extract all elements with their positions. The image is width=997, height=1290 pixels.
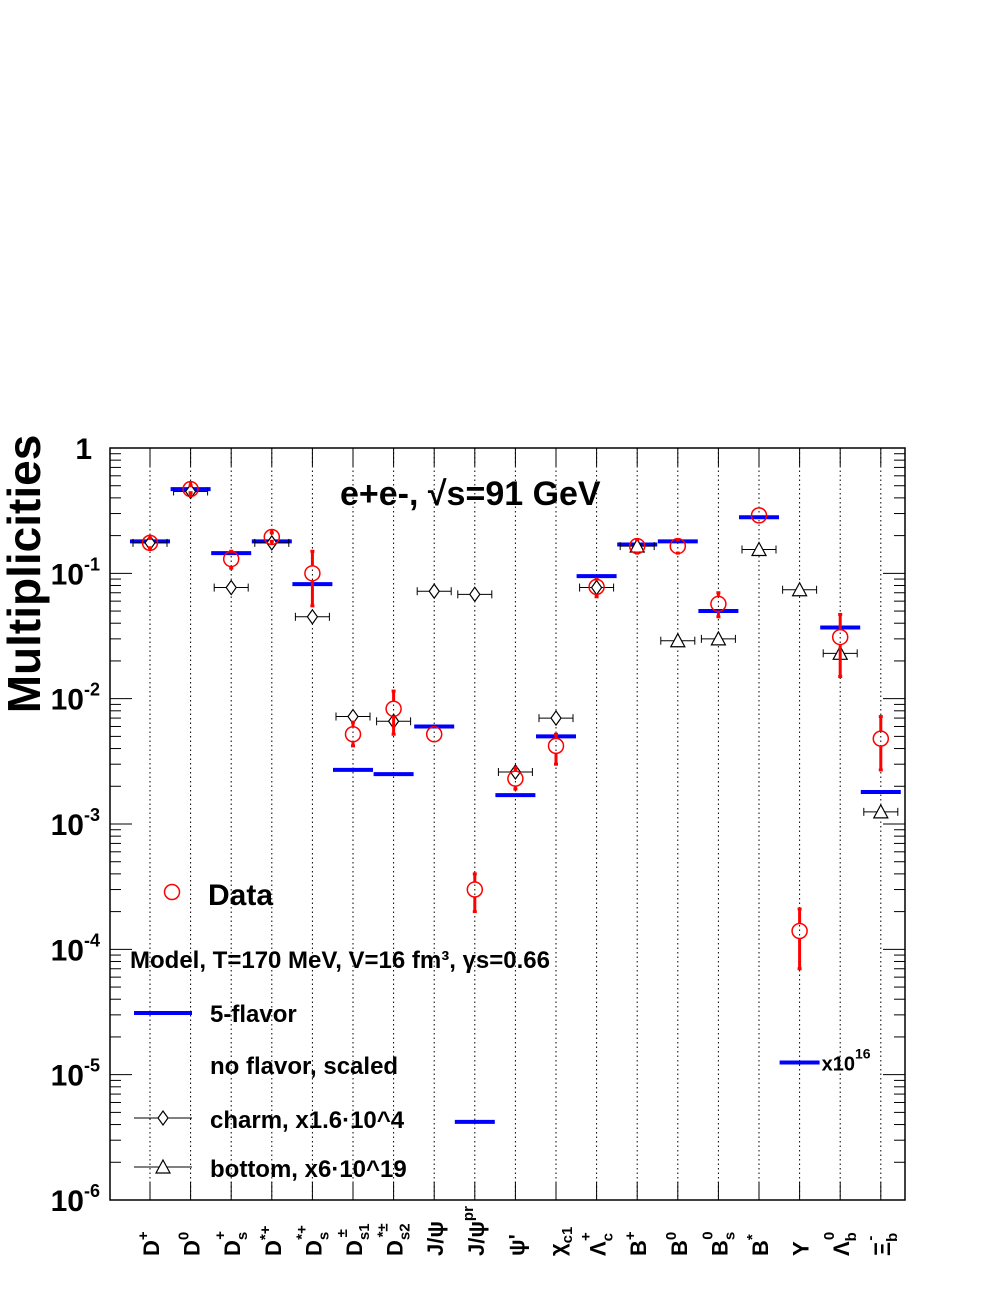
data-point bbox=[425, 726, 443, 743]
x-label-text: Ds2*± bbox=[375, 1223, 414, 1256]
data-point bbox=[669, 537, 687, 555]
y-tick-label: 10-5 bbox=[51, 1056, 100, 1093]
x-label-text: B0 bbox=[663, 1232, 692, 1256]
data-point bbox=[141, 534, 159, 552]
y-axis-title: Multiplicities bbox=[0, 435, 50, 714]
x-tick-label: Bs0 bbox=[699, 1231, 738, 1256]
plot-frame bbox=[109, 447, 906, 1201]
y-tick-label: 10-4 bbox=[51, 930, 100, 967]
x-tick-label: B+ bbox=[622, 1231, 651, 1256]
x-tick-label: Ds1± bbox=[334, 1223, 373, 1256]
x-label-text: Ds*+ bbox=[293, 1225, 332, 1256]
legend-charm-label: charm, x1.6·10^4 bbox=[210, 1107, 405, 1134]
x-label-text: D+ bbox=[135, 1231, 164, 1256]
charm-point bbox=[590, 579, 603, 596]
x-label-text: χc1 bbox=[545, 1227, 576, 1256]
data-point bbox=[222, 550, 240, 568]
x-label-text: D0 bbox=[176, 1232, 205, 1256]
data-point bbox=[588, 578, 605, 596]
y-tick-label: 10-2 bbox=[51, 680, 100, 717]
x-tick-label: Λb0 bbox=[821, 1232, 860, 1256]
x-tick-label: D*+ bbox=[257, 1225, 286, 1256]
data-point bbox=[385, 700, 402, 718]
data-point bbox=[507, 770, 524, 787]
x-tick-label: Ds2*± bbox=[375, 1223, 414, 1256]
legend-charm-marker bbox=[157, 1109, 169, 1127]
bottom-point bbox=[750, 541, 768, 557]
legend-no-flavor-label: no flavor, scaled bbox=[210, 1053, 398, 1080]
y-axis: 1 10-1 10-2 10-3 10-4 10-5 10-6 bbox=[51, 433, 905, 1218]
bottom-point bbox=[872, 803, 889, 819]
legend: Data Model, T=170 MeV, V=16 fm³, γs=0.66 5… bbox=[130, 879, 550, 1183]
data-point bbox=[344, 726, 362, 743]
charm-point bbox=[509, 763, 522, 781]
y-tick-label: 10-1 bbox=[51, 554, 100, 591]
x-label-text: B+ bbox=[622, 1231, 651, 1256]
x-tick-label: Ξb- bbox=[862, 1233, 901, 1256]
data-point bbox=[263, 528, 281, 546]
x-tick-label: Υ bbox=[789, 1241, 814, 1256]
plot-border bbox=[109, 447, 906, 1201]
y-tick-label: 10-3 bbox=[51, 805, 100, 842]
x-label-text: Ξb- bbox=[862, 1233, 901, 1256]
charm-point bbox=[428, 583, 440, 600]
x-label-text: Bs0 bbox=[699, 1231, 738, 1256]
x-label-text: Υ bbox=[789, 1241, 814, 1256]
data-marks: x1016 bbox=[130, 480, 901, 1124]
x-tick-label: Ds+ bbox=[212, 1231, 251, 1256]
legend-data-label: Data bbox=[208, 879, 273, 912]
x-label-text: B* bbox=[744, 1234, 773, 1256]
x-label-text: Ds+ bbox=[212, 1231, 251, 1256]
x-label-text: D*+ bbox=[257, 1225, 286, 1256]
y-tick-label: 10-6 bbox=[51, 1181, 100, 1218]
legend-bottom-marker bbox=[154, 1158, 172, 1174]
x-tick-label: B* bbox=[744, 1234, 773, 1256]
bottom-point bbox=[791, 581, 808, 597]
x-tick-label: Ds*+ bbox=[293, 1225, 332, 1256]
energy-annotation: e+e-, √s=91 GeV bbox=[340, 475, 601, 513]
x-tick-label: B0 bbox=[663, 1232, 692, 1256]
bottom-point bbox=[710, 630, 727, 646]
x-tick-label: Λc+ bbox=[578, 1232, 617, 1256]
x-tick-label: ψ' bbox=[504, 1234, 529, 1256]
y-tick-label: 1 bbox=[75, 433, 92, 466]
x-tick-label: D0 bbox=[176, 1232, 205, 1256]
data-point bbox=[628, 537, 646, 555]
data-point bbox=[466, 881, 484, 898]
x-label-text: Λb0 bbox=[821, 1232, 860, 1256]
category-gridlines bbox=[149, 448, 882, 1200]
data-point bbox=[710, 595, 727, 613]
x-label-text: ψ' bbox=[504, 1234, 529, 1256]
x-tick-label: D+ bbox=[135, 1231, 164, 1256]
bottom-point bbox=[669, 632, 686, 648]
data-point bbox=[750, 507, 768, 524]
data-point bbox=[304, 565, 321, 582]
upsilon-scale-note: x1016 bbox=[822, 1046, 871, 1076]
legend-five-flavor-label: 5-flavor bbox=[210, 1001, 297, 1028]
legend-model-title: Model, T=170 MeV, V=16 fm³, γs=0.66 bbox=[130, 947, 550, 974]
data-point bbox=[547, 737, 565, 755]
data-point bbox=[182, 480, 199, 498]
charm-point bbox=[306, 608, 319, 625]
x-tick-label: J/ψ bbox=[423, 1221, 448, 1256]
x-tick-label: χc1 bbox=[545, 1227, 576, 1256]
legend-bottom-label: bottom, x6·10^19 bbox=[210, 1156, 407, 1183]
x-label-text: Ds1± bbox=[334, 1223, 373, 1256]
data-point bbox=[872, 730, 890, 747]
x-tick-label: J/ψpr bbox=[460, 1206, 489, 1256]
charm-point bbox=[550, 710, 562, 727]
x-label-text: J/ψ bbox=[423, 1221, 448, 1256]
x-label-text: Λc+ bbox=[578, 1232, 617, 1256]
energy-annotation-text: e+e-, √s=91 GeV bbox=[340, 475, 601, 513]
charm-point bbox=[469, 586, 481, 603]
data-point bbox=[831, 628, 849, 646]
legend-data-marker bbox=[163, 883, 181, 901]
data-point bbox=[791, 922, 808, 940]
x-label-text: J/ψpr bbox=[460, 1206, 489, 1256]
charm-point bbox=[225, 579, 237, 596]
